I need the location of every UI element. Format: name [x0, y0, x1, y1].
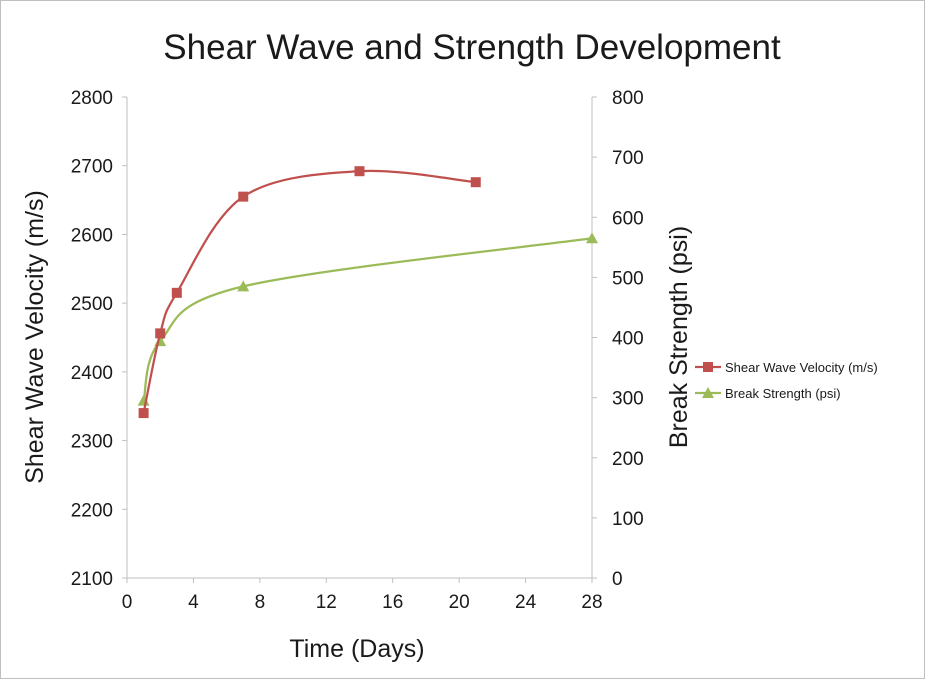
- y2-tick-label: 100: [612, 509, 644, 530]
- data-point: [354, 166, 365, 177]
- y-tick-label: 2300: [71, 432, 113, 453]
- x-tick-label: 20: [449, 592, 470, 613]
- y2-tick-label: 800: [612, 88, 644, 109]
- y2-tick-label: 200: [612, 449, 644, 470]
- legend: Shear Wave Velocity (m/s) Break Strength …: [695, 360, 878, 401]
- y-tick-label: 2700: [71, 157, 113, 178]
- series-shear-wave-velocity: [138, 166, 481, 419]
- y2-tick-label: 300: [612, 389, 644, 410]
- legend-label: Break Strength (psi): [725, 386, 841, 401]
- series-layer: [137, 166, 598, 419]
- y2-tick-label: 600: [612, 208, 644, 229]
- y-tick-label: 2100: [71, 569, 113, 590]
- legend-marker: [703, 362, 713, 372]
- y-tick-label: 2500: [71, 294, 113, 315]
- data-point: [586, 232, 598, 244]
- data-point: [470, 177, 481, 188]
- x-tick-label: 16: [382, 592, 403, 613]
- chart-title: Shear Wave and Strength Development: [163, 28, 781, 67]
- x-tick-label: 28: [581, 592, 602, 613]
- y2-tick-label: 0: [612, 569, 623, 590]
- legend-item: Shear Wave Velocity (m/s): [695, 360, 878, 375]
- x-tick-label: 24: [515, 592, 537, 613]
- y2-tick-label: 700: [612, 148, 644, 169]
- axes-layer: 0 4 8 12 16 20 24 28 2100 2200 2300 2400 2500 2600 270…: [71, 88, 644, 613]
- x-tick-label: 4: [188, 592, 199, 613]
- series-break-strength: [137, 232, 598, 406]
- data-point: [238, 191, 249, 202]
- legend-item: Break Strength (psi): [695, 386, 841, 401]
- x-tick-label: 12: [316, 592, 337, 613]
- x-tick-label: 8: [255, 592, 266, 613]
- data-point: [237, 280, 250, 292]
- data-point: [138, 408, 149, 419]
- x-axis-title: Time (Days): [289, 635, 424, 663]
- y-axis-title: Shear Wave Velocity (m/s): [21, 190, 49, 484]
- y-tick-label: 2600: [71, 225, 113, 246]
- series-line: [142, 237, 593, 401]
- legend-label: Shear Wave Velocity (m/s): [725, 360, 878, 375]
- y-tick-label: 2200: [71, 500, 113, 521]
- y2-tick-label: 400: [612, 329, 644, 350]
- y-tick-label: 2800: [71, 88, 113, 109]
- y-tick-label: 2400: [71, 363, 113, 384]
- y2-axis-title: Break Strength (psi): [665, 226, 693, 448]
- data-point: [155, 328, 166, 339]
- legend-marker: [702, 387, 714, 398]
- y2-tick-label: 500: [612, 268, 644, 289]
- data-point: [171, 287, 182, 298]
- series-line: [142, 169, 476, 414]
- x-tick-label: 0: [122, 592, 133, 613]
